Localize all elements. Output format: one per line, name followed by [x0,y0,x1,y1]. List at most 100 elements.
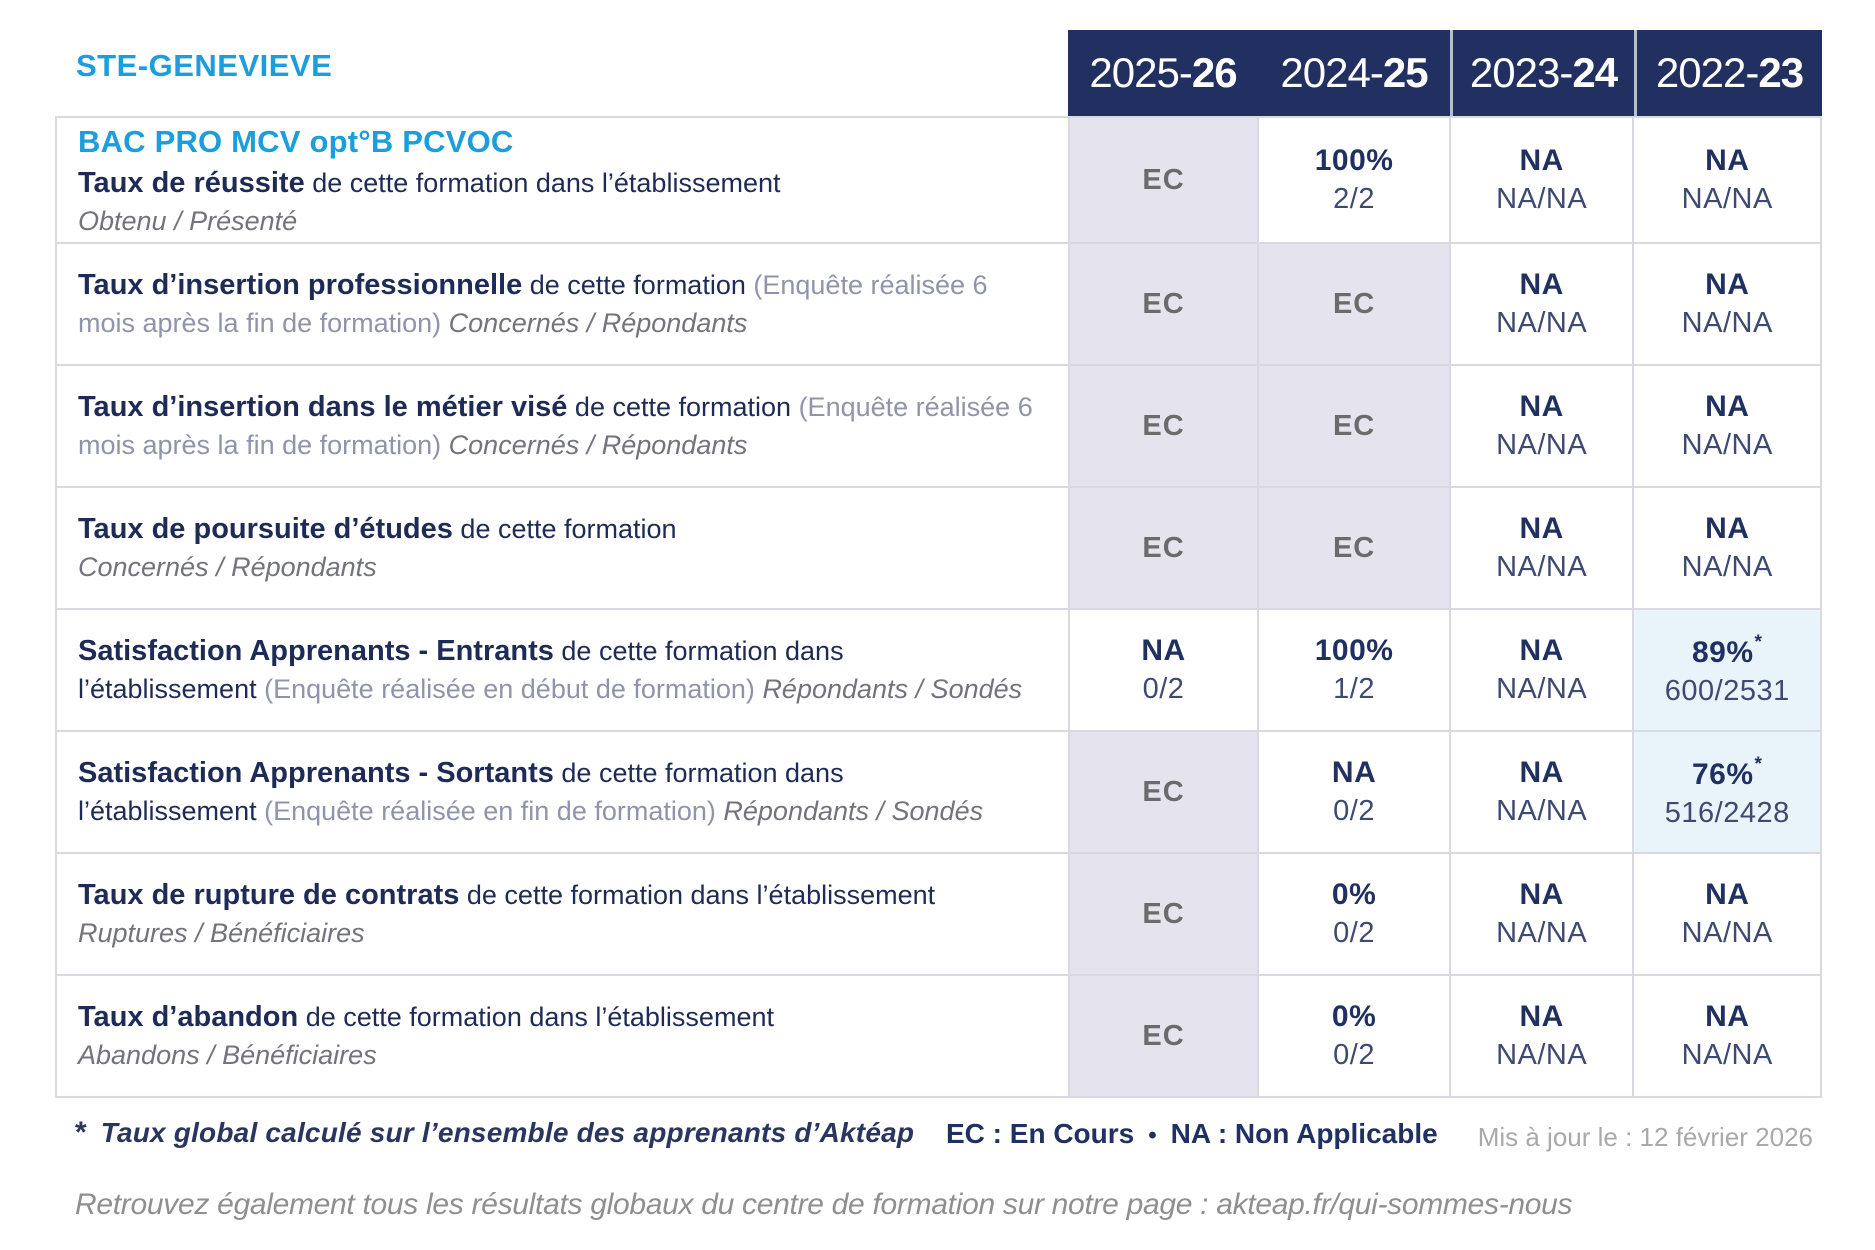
cell-fraction: NA/NA [1681,429,1773,461]
data-cell: EC [1067,366,1258,486]
table-row: Taux d’abandon de cette formation dans l’… [57,974,1821,1096]
cell-value: NA [1705,512,1750,545]
data-cell: NA NA/NA [1448,854,1633,974]
table-row: Satisfaction Apprenants - Sortants de cet… [57,730,1821,852]
cell-value: EC [1142,897,1185,930]
metric-title: Taux d’abandon [78,1001,299,1034]
year-suffix: 24 [1572,49,1618,96]
cell-value: NA [1519,512,1564,545]
row-label: Taux de rupture de contrats de cette form… [57,854,1068,974]
website-link[interactable]: akteap.fr/qui-sommes-nous [1216,1188,1573,1221]
table-row: Taux de rupture de contrats de cette form… [57,852,1821,974]
data-cell: 0% 0/2 [1257,976,1449,1096]
updated-date: Mis à jour le : 12 février 2026 [1477,1122,1813,1152]
data-cell: 0% 0/2 [1257,854,1449,974]
cell-fraction: NA/NA [1496,1039,1588,1071]
cell-value: 100% [1314,634,1394,667]
metric-title: Taux de réussite [78,166,305,199]
metric-note-inline: Concernés / Répondants [448,430,748,461]
metric-paren: (Enquête réalisée 6 mois après la fin de… [78,270,988,339]
data-cell: 100% 2/2 [1257,118,1449,242]
year-prefix: 2024- [1280,49,1383,96]
cell-value: 89%* [1692,632,1763,669]
cell-value: EC [1142,163,1185,196]
data-cell: EC [1067,488,1258,608]
cell-value: NA [1705,144,1750,177]
row-label: Taux de poursuite d’études de cette forma… [57,488,1068,608]
data-cell: NA NA/NA [1632,854,1821,974]
cell-value: NA [1705,1000,1750,1033]
data-cell: EC [1257,488,1449,608]
asterisk-marker: * [1754,632,1763,653]
footnote-text: Taux global calculé sur l’ensemble des a… [100,1117,915,1148]
data-cell: 100% 1/2 [1257,610,1449,730]
table-row: Taux d’insertion dans le métier visé de c… [57,364,1821,486]
table-row: Taux d’insertion professionnelle de cette… [57,242,1821,364]
metric-paren: (Enquête réalisée en fin de formation) [264,796,716,827]
asterisk-marker: * [1754,754,1763,775]
cell-value: EC [1332,531,1376,564]
metric-note: Concernés / Répondants [78,552,377,583]
metric-label: Taux de poursuite d’études de cette forma… [78,510,1040,549]
cell-value: EC [1332,287,1376,320]
data-cell: EC [1257,366,1449,486]
cell-value: EC [1142,531,1185,564]
row-label: Taux d’abandon de cette formation dans l’… [57,976,1068,1096]
metric-desc: de cette formation [460,514,677,545]
global-rate-footnote: * Taux global calculé sur l’ensemble des … [75,1116,914,1150]
cell-value: EC [1332,409,1376,442]
cell-value: NA [1519,390,1564,423]
data-cell: NA NA/NA [1448,976,1633,1096]
year-suffix: 23 [1758,49,1804,96]
year-prefix: 2025- [1089,49,1192,96]
table-row: Satisfaction Apprenants - Entrants de cet… [57,608,1821,730]
data-cell: NA NA/NA [1448,610,1633,730]
year-prefix: 2023- [1469,49,1573,96]
metric-desc: de cette formation dans l’établissement [466,880,936,911]
cell-value: EC [1142,287,1185,320]
metric-desc: de cette formation dans l’établissement [78,636,844,705]
cell-value: NA [1331,756,1377,789]
data-cell: EC [1067,244,1258,364]
cell-fraction: NA/NA [1681,917,1773,949]
cell-fraction: 516/2428 [1664,797,1790,829]
data-cell: EC [1067,732,1258,852]
metric-note-inline: Concernés / Répondants [448,308,748,339]
row-label: BAC PRO MCV opt°B PCVOC Taux de réussite… [57,118,1068,242]
metric-title: Satisfaction Apprenants - Entrants [78,635,554,668]
metric-desc: de cette formation dans l’établissement [312,167,781,198]
cell-value: 76%* [1692,754,1763,791]
data-cell: NA NA/NA [1632,976,1821,1096]
cell-fraction: 2/2 [1333,183,1375,215]
cell-value: NA [1705,268,1750,301]
cell-fraction: NA/NA [1681,1039,1773,1071]
footer-info: Retrouvez également tous les résultats g… [75,1188,1573,1222]
metric-note-inline: Répondants / Sondés [762,674,1023,705]
cell-fraction: 0/2 [1333,1039,1375,1071]
year-suffix: 26 [1191,49,1238,96]
cell-value: 100% [1314,144,1394,177]
metric-desc: de cette formation [574,392,792,423]
data-cell: 89%* 600/2531 [1632,610,1821,730]
results-table-body: BAC PRO MCV opt°B PCVOC Taux de réussite… [55,116,1822,1098]
row-label: Satisfaction Apprenants - Sortants de cet… [57,732,1068,852]
metric-desc: de cette formation dans l’établissement [305,1002,774,1033]
metric-note: Obtenu / Présenté [78,205,298,236]
cell-value: NA [1519,878,1564,911]
cell-fraction: NA/NA [1496,183,1588,215]
metric-title: Taux de poursuite d’études [78,513,453,546]
data-cell: EC [1067,976,1258,1096]
legend-ec: EC : En Cours [946,1118,1135,1149]
metric-title: Taux de rupture de contrats [78,879,460,912]
cell-fraction: NA/NA [1496,917,1588,949]
data-cell: NA NA/NA [1632,366,1821,486]
data-cell: NA 0/2 [1067,610,1258,730]
metric-desc: de cette formation dans l’établissement [78,758,844,827]
table-row: Taux de poursuite d’études de cette forma… [57,486,1821,608]
cell-value: NA [1141,634,1186,667]
year-prefix: 2022- [1655,49,1759,96]
cell-fraction: NA/NA [1496,551,1588,583]
cell-fraction: NA/NA [1681,307,1773,339]
row-label: Taux d’insertion professionnelle de cette… [57,244,1068,364]
data-cell: NA NA/NA [1632,488,1821,608]
